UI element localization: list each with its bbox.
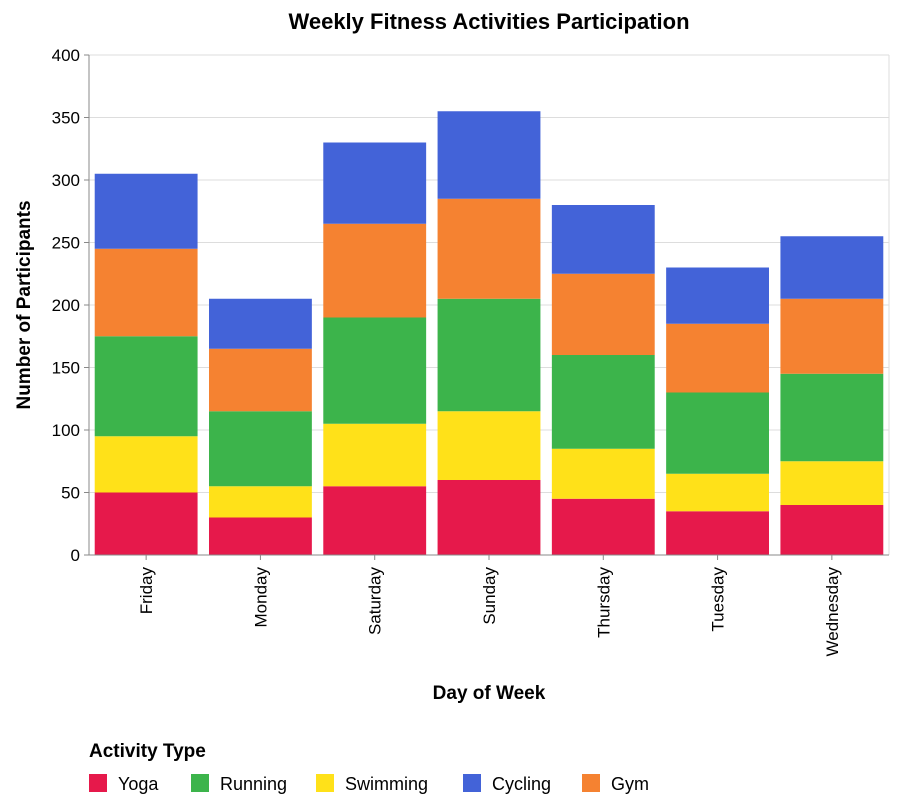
bar-thursday-cycling[interactable] xyxy=(551,205,655,274)
bar-saturday-swimming[interactable] xyxy=(323,423,427,487)
x-tick-label: Monday xyxy=(251,567,270,628)
bar-monday-swimming[interactable] xyxy=(209,486,312,518)
bars xyxy=(94,111,884,556)
bar-tuesday-yoga[interactable] xyxy=(666,511,769,555)
legend-label-cycling[interactable]: Cycling xyxy=(492,774,551,794)
legend-label-swimming[interactable]: Swimming xyxy=(345,774,428,794)
y-tick-label: 200 xyxy=(52,296,80,315)
y-tick-label: 400 xyxy=(52,46,80,65)
legend-title: Activity Type xyxy=(89,741,206,762)
chart-title: Weekly Fitness Activities Participation xyxy=(288,9,689,34)
legend-swatch-running[interactable] xyxy=(191,774,209,792)
bar-saturday-yoga[interactable] xyxy=(323,486,427,555)
axes: 0 50 100 150 200 250 300 350 400 Friday Monday Satu… xyxy=(52,46,889,656)
bar-thursday-swimming[interactable] xyxy=(551,448,655,499)
bar-friday-running[interactable] xyxy=(94,336,198,437)
bar-tuesday-cycling[interactable] xyxy=(666,267,769,324)
y-axis-title: Number of Participants xyxy=(14,200,35,409)
bar-sunday-gym[interactable] xyxy=(437,198,541,299)
bar-friday-cycling[interactable] xyxy=(94,173,198,249)
bar-sunday-cycling[interactable] xyxy=(437,111,541,199)
bar-friday-yoga[interactable] xyxy=(94,492,198,556)
legend-label-yoga[interactable]: Yoga xyxy=(118,774,159,794)
legend-swatch-cycling[interactable] xyxy=(463,774,481,792)
legend-label-running[interactable]: Running xyxy=(220,774,287,794)
x-tick-label: Saturday xyxy=(366,567,385,636)
bar-monday-gym[interactable] xyxy=(209,348,312,412)
bar-monday-cycling[interactable] xyxy=(209,298,312,349)
y-tick-label: 50 xyxy=(61,484,80,503)
bar-saturday-cycling[interactable] xyxy=(323,142,427,224)
legend: Activity Type Yoga Running Swimming Cycling… xyxy=(89,741,649,794)
y-tick-label: 300 xyxy=(52,171,80,190)
bar-monday-yoga[interactable] xyxy=(209,517,312,556)
y-tick-label: 350 xyxy=(52,109,80,128)
y-tick-label: 0 xyxy=(71,546,80,565)
bar-sunday-running[interactable] xyxy=(437,298,541,412)
legend-swatch-yoga[interactable] xyxy=(89,774,107,792)
y-tick-label: 100 xyxy=(52,421,80,440)
bar-thursday-yoga[interactable] xyxy=(551,498,655,555)
bar-wednesday-gym[interactable] xyxy=(780,298,884,374)
bar-tuesday-gym[interactable] xyxy=(666,323,769,393)
bar-saturday-running[interactable] xyxy=(323,317,427,424)
bar-wednesday-cycling[interactable] xyxy=(780,236,884,299)
legend-label-gym[interactable]: Gym xyxy=(611,774,649,794)
bar-tuesday-running[interactable] xyxy=(666,392,769,474)
legend-swatch-swimming[interactable] xyxy=(316,774,334,792)
bar-monday-running[interactable] xyxy=(209,411,312,487)
legend-swatch-gym[interactable] xyxy=(582,774,600,792)
bar-friday-swimming[interactable] xyxy=(94,436,198,493)
bar-sunday-swimming[interactable] xyxy=(437,411,541,480)
bar-thursday-gym[interactable] xyxy=(551,273,655,355)
x-tick-label: Tuesday xyxy=(709,567,728,632)
x-tick-label: Friday xyxy=(137,567,156,615)
bar-sunday-yoga[interactable] xyxy=(437,480,541,555)
bar-friday-gym[interactable] xyxy=(94,248,198,337)
bar-wednesday-running[interactable] xyxy=(780,373,884,462)
bar-wednesday-swimming[interactable] xyxy=(780,461,884,505)
bar-wednesday-yoga[interactable] xyxy=(780,505,884,555)
bar-tuesday-swimming[interactable] xyxy=(666,473,769,512)
x-tick-label: Wednesday xyxy=(823,567,842,657)
y-tick-label: 250 xyxy=(52,234,80,253)
bar-saturday-gym[interactable] xyxy=(323,223,427,318)
x-axis-title: Day of Week xyxy=(433,683,546,704)
bar-thursday-running[interactable] xyxy=(551,355,655,449)
x-tick-label: Thursday xyxy=(594,567,613,638)
y-tick-label: 150 xyxy=(52,359,80,378)
x-tick-label: Sunday xyxy=(480,567,499,625)
